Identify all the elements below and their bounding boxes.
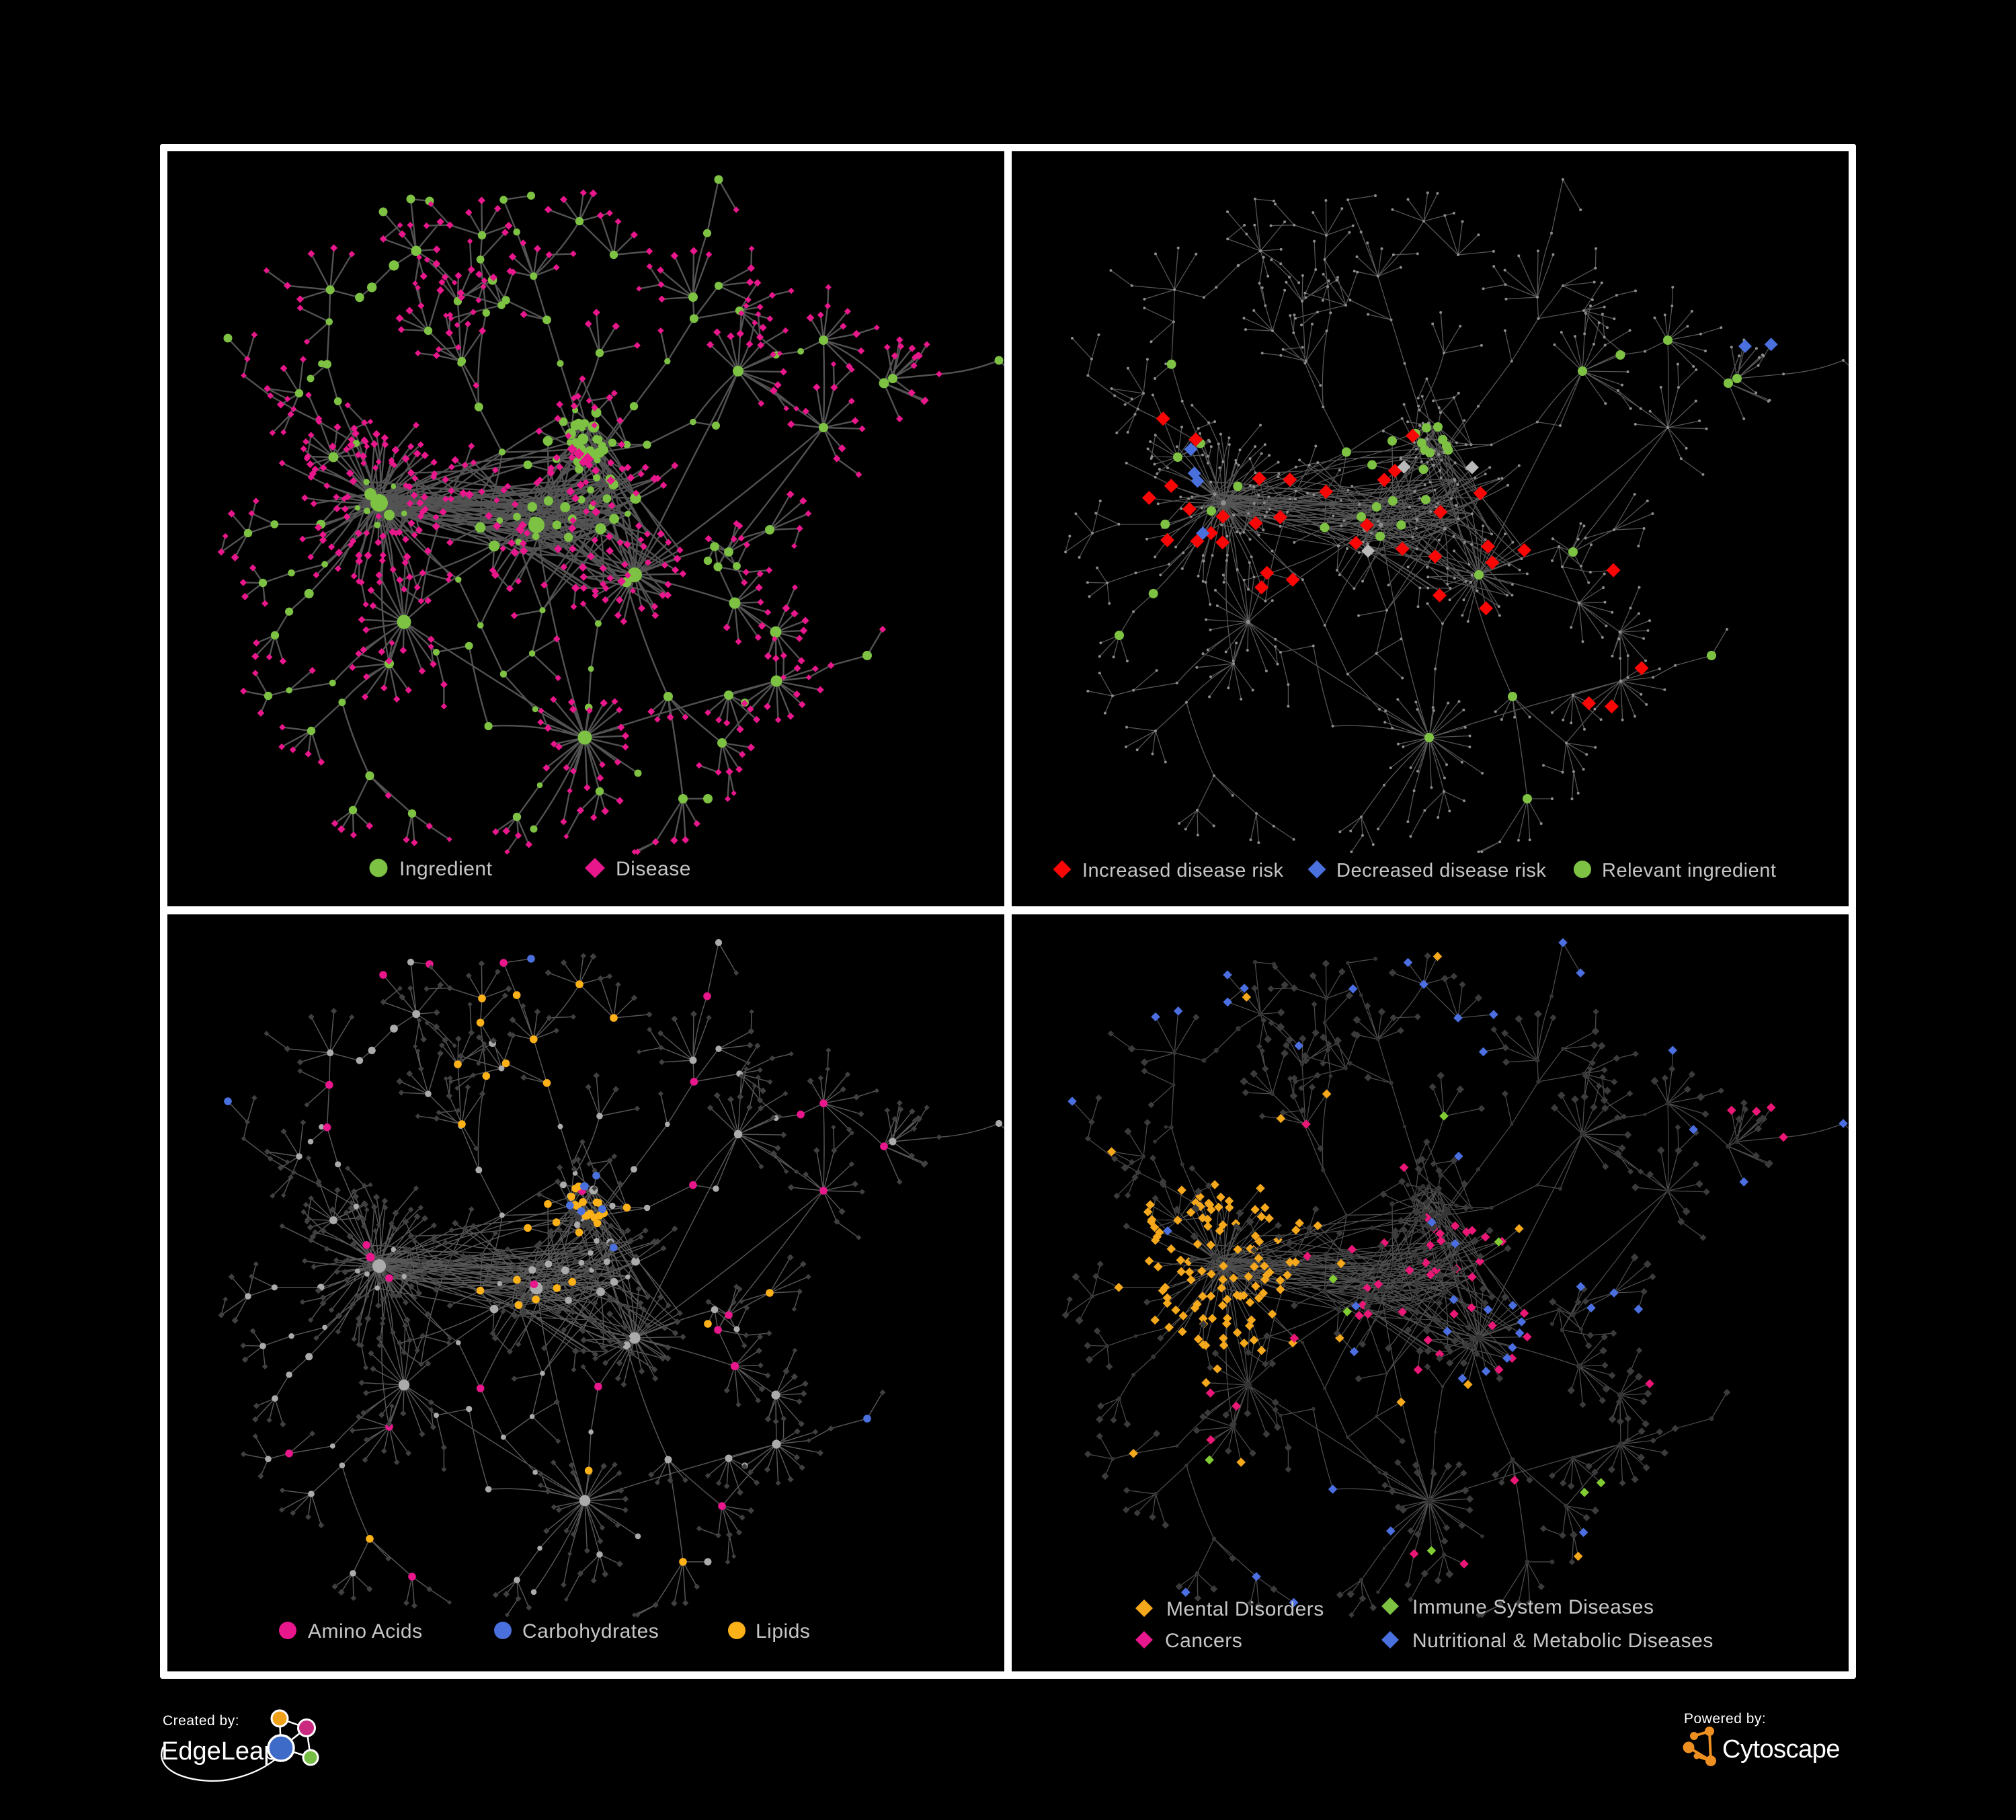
svg-text:Nutritional & Metabolic Diseas: Nutritional & Metabolic Diseases — [1412, 1630, 1713, 1652]
svg-text:Ingredient: Ingredient — [399, 858, 493, 880]
svg-text:Carbohydrates: Carbohydrates — [522, 1620, 659, 1643]
svg-text:Lipids: Lipids — [756, 1620, 810, 1643]
svg-text:Powered by:: Powered by: — [1684, 1711, 1766, 1727]
svg-text:Amino Acids: Amino Acids — [308, 1620, 423, 1643]
svg-text:Mental Disorders: Mental Disorders — [1166, 1598, 1324, 1620]
svg-text:Created by:: Created by: — [163, 1713, 239, 1729]
svg-text:Increased disease risk: Increased disease risk — [1082, 860, 1284, 881]
svg-text:Relevant ingredient: Relevant ingredient — [1602, 860, 1776, 881]
svg-text:Immune System Diseases: Immune System Diseases — [1412, 1596, 1654, 1618]
svg-text:Cytoscape: Cytoscape — [1722, 1735, 1840, 1764]
svg-text:EdgeLeap: EdgeLeap — [161, 1737, 278, 1766]
svg-text:Cancers: Cancers — [1165, 1630, 1242, 1652]
svg-text:Decreased disease risk: Decreased disease risk — [1336, 860, 1546, 881]
svg-text:Disease: Disease — [616, 858, 691, 880]
